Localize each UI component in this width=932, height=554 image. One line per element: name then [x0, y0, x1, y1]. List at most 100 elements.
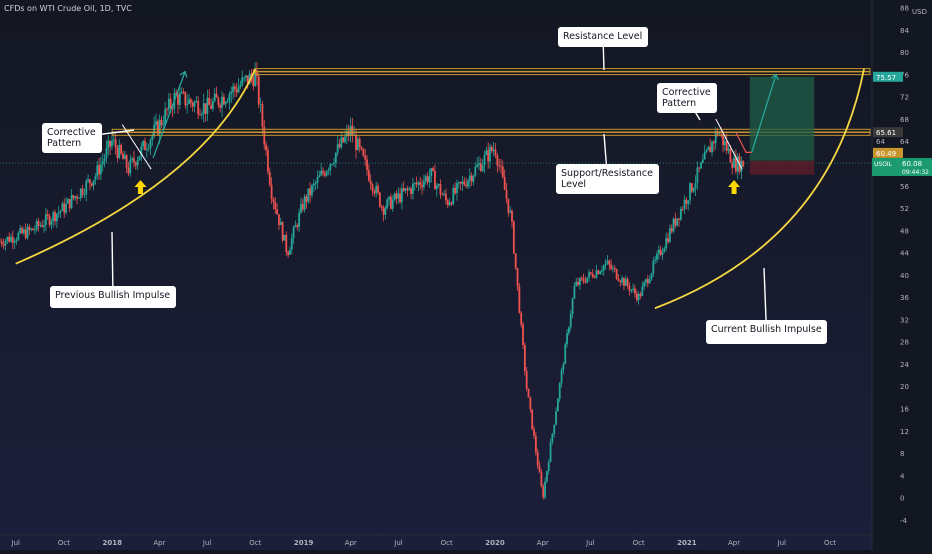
candle-body — [149, 140, 152, 149]
candle-body — [547, 462, 550, 472]
candle-body — [555, 411, 557, 425]
candle-body — [162, 124, 165, 126]
candle-body — [283, 234, 286, 241]
callout-corrective-right: Corrective Pattern — [657, 83, 717, 121]
candle-body — [679, 209, 682, 220]
candle-body — [700, 162, 702, 169]
candle-body — [235, 89, 238, 93]
projection-arrow-2018-head — [179, 70, 188, 78]
candle-body — [112, 139, 115, 141]
candle-body — [512, 221, 515, 254]
candle-body — [15, 239, 18, 242]
candle-body — [375, 185, 378, 194]
candle-body — [279, 222, 282, 225]
candle-body — [490, 146, 493, 152]
candle-body — [388, 196, 390, 200]
candle-body — [621, 278, 624, 283]
candle-body — [674, 218, 677, 226]
candle-body — [349, 125, 352, 136]
candle-body — [384, 208, 387, 215]
candle-body — [289, 249, 291, 255]
entry-price-label: 60.49 — [876, 150, 896, 158]
candle-body — [81, 188, 84, 195]
candle-body — [230, 91, 233, 95]
candle-body — [303, 196, 306, 210]
candle-body — [465, 184, 468, 187]
candle-body — [514, 253, 517, 269]
candle-body — [459, 182, 462, 184]
candle-body — [199, 114, 201, 116]
candle-body — [180, 91, 183, 94]
y-tick-label: 84 — [900, 27, 909, 35]
candle-body — [63, 203, 66, 213]
candle-body — [432, 168, 434, 171]
candle-body — [641, 286, 644, 296]
candle-body — [367, 170, 370, 181]
candle-body — [92, 180, 95, 186]
candle-body — [703, 151, 706, 160]
candle-body — [412, 183, 414, 194]
candle-body — [483, 154, 486, 166]
candle-body — [109, 140, 112, 147]
x-tick-label: Jul — [11, 539, 21, 547]
callout-current-impulse-box — [706, 320, 827, 344]
callout-previous-impulse-text: Previous Bullish Impulse — [55, 290, 170, 301]
candle-body — [377, 185, 379, 193]
candle-body — [276, 209, 279, 215]
candle-body — [202, 103, 205, 115]
candle-body — [661, 252, 664, 255]
y-tick-label: 56 — [900, 183, 909, 191]
candle-body — [138, 156, 141, 161]
candle-body — [79, 188, 82, 198]
y-tick-label: 24 — [900, 361, 909, 369]
candle-body — [70, 195, 73, 209]
candle-body — [153, 124, 156, 135]
candle-body — [237, 86, 240, 93]
callout-resistance-level: Resistance Level — [558, 27, 648, 71]
candle-body — [55, 213, 58, 222]
candle-body — [169, 98, 172, 108]
y-tick-label: 76 — [900, 71, 909, 79]
candle-body — [551, 433, 554, 442]
candle-body — [586, 277, 589, 283]
candle-body — [358, 138, 361, 147]
candle-body — [0, 241, 3, 245]
candle-body — [151, 134, 154, 141]
x-tick-label: Apr — [728, 539, 740, 547]
candle-body — [285, 234, 288, 252]
candle-body — [362, 149, 365, 156]
candle-body — [445, 193, 447, 201]
candle-body — [617, 278, 620, 282]
candle-body — [733, 157, 735, 168]
candle-body — [325, 171, 328, 176]
candle-body — [72, 195, 75, 199]
candle-body — [498, 165, 501, 167]
candle-body — [129, 159, 132, 174]
candle-body — [67, 199, 69, 204]
callout-corrective-right-box — [657, 83, 717, 113]
candle-body — [331, 164, 334, 165]
candle-body — [430, 168, 433, 177]
candle-body — [366, 159, 368, 171]
candle-body — [74, 196, 77, 199]
candle-body — [696, 167, 699, 183]
candle-body — [188, 99, 190, 104]
candle-body — [186, 103, 189, 106]
y-tick-label: 72 — [900, 94, 909, 102]
candle-body — [59, 210, 62, 213]
candle-body — [278, 214, 280, 225]
candle-body — [690, 183, 693, 192]
candle-body — [676, 218, 679, 226]
candle-body — [634, 288, 636, 294]
candle-body — [219, 105, 222, 108]
candle-body — [22, 229, 25, 234]
candle-body — [355, 134, 357, 151]
candle-body — [692, 188, 695, 192]
candle-body — [446, 200, 449, 206]
candle-body — [665, 238, 668, 249]
x-tick-label: Oct — [824, 539, 836, 547]
candle-body — [503, 176, 506, 190]
candle-body — [380, 206, 383, 208]
